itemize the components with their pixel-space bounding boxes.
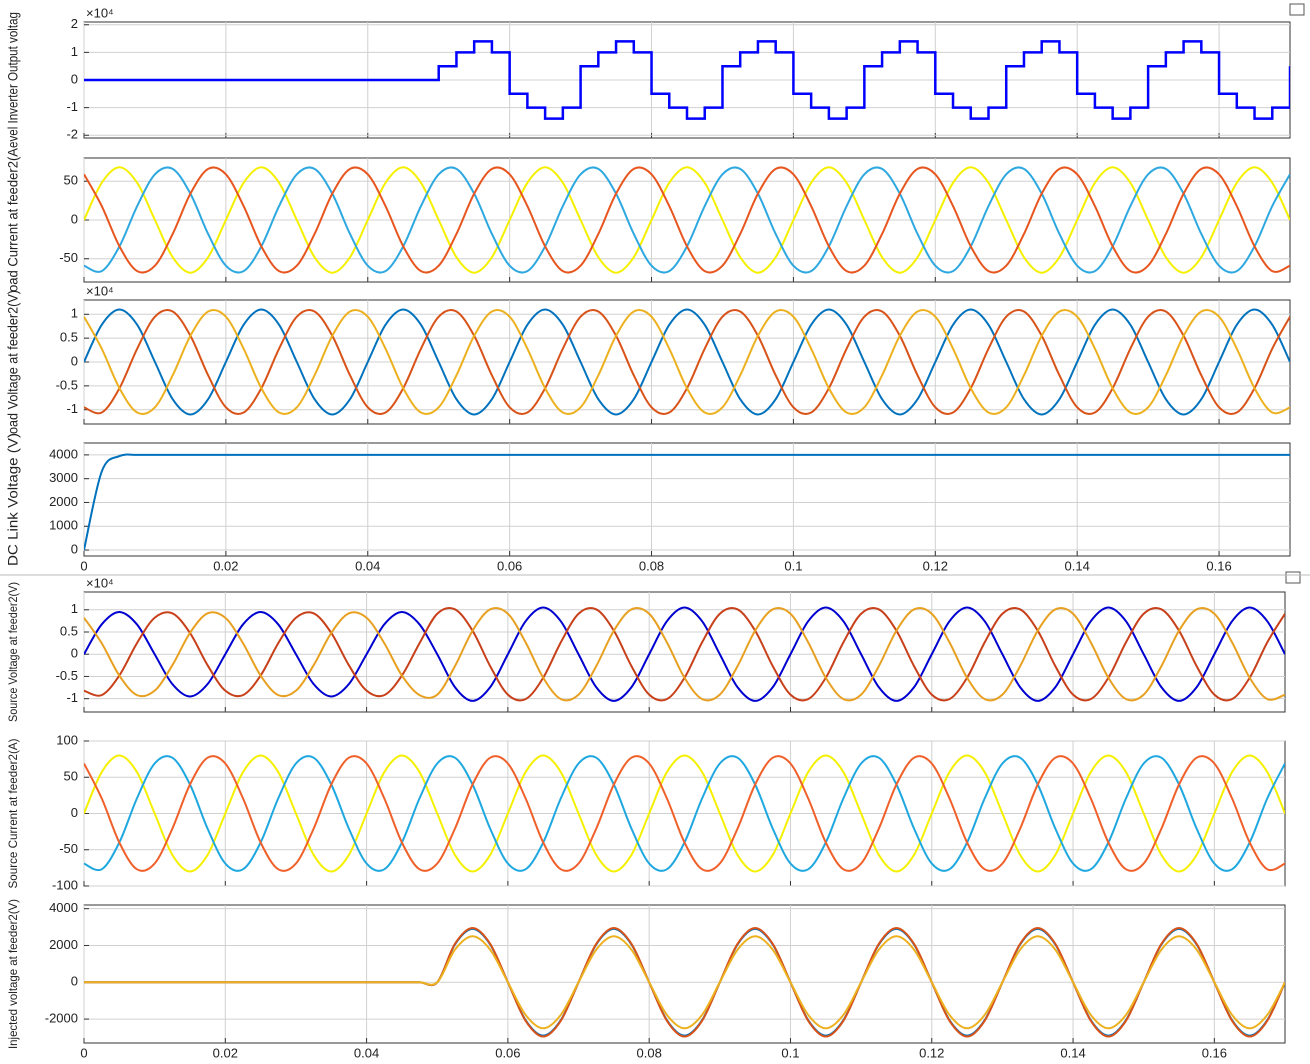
y-tick-label: 50: [64, 173, 78, 188]
y-tick-label: 4000: [49, 900, 78, 915]
x-tick-label: 0.02: [213, 1045, 238, 1059]
y-tick-label: 0: [71, 541, 78, 556]
undock-icon[interactable]: [1285, 571, 1301, 584]
y-tick-label: 0: [71, 646, 78, 661]
series-line: [84, 309, 1290, 415]
y-tick-label: -0.5: [56, 668, 78, 683]
y-exponent: ×10⁴: [86, 575, 114, 590]
series-line: [84, 754, 1285, 873]
y-tick-label: 100: [56, 732, 78, 747]
plot-area: [83, 904, 1286, 1044]
y-tick-label: -100: [52, 877, 78, 892]
y-tick-label: 1: [71, 306, 78, 321]
series-line: [84, 166, 1290, 274]
y-axis-title: oad Current at feeder2(A: [5, 147, 21, 292]
y-tick-label: 0: [71, 805, 78, 820]
series-line: [84, 755, 1285, 872]
undock-icon[interactable]: [1289, 3, 1305, 16]
y-tick-label: 4000: [49, 446, 78, 461]
y-tick-label: 0: [71, 71, 78, 86]
x-tick-label: 0.12: [923, 558, 948, 573]
series-line: [84, 935, 1285, 1030]
y-tick-label: 0.5: [60, 330, 78, 345]
x-tick-label: 0.16: [1202, 1045, 1227, 1059]
y-tick-label: -1: [66, 690, 78, 705]
y-exponent: ×10⁴: [86, 283, 114, 298]
y-tick-label: 50: [64, 769, 78, 784]
x-tick-label: 0: [80, 558, 87, 573]
y-axis-title: Injected voltage at feeder2(V): [6, 899, 20, 1049]
y-axis-title: DC Link Voltage (V): [5, 433, 21, 566]
y-tick-label: 2: [71, 16, 78, 31]
y-tick-label: 3000: [49, 470, 78, 485]
x-tick-label: 0.06: [495, 1045, 520, 1059]
y-tick-label: 2000: [49, 494, 78, 509]
x-tick-label: 0.14: [1060, 1045, 1085, 1059]
y-axis-title: Source Voltage at feeder2(V): [6, 582, 20, 722]
series-line: [84, 166, 1290, 274]
x-tick-label: 0.04: [354, 1045, 379, 1059]
x-tick-label: 0.1: [781, 1045, 799, 1059]
y-tick-label: 1: [71, 44, 78, 59]
y-tick-label: -50: [59, 250, 78, 265]
plot-area: [83, 591, 1286, 713]
y-tick-label: -2: [66, 127, 78, 142]
y-tick-label: 1: [71, 601, 78, 616]
x-tick-label: 0.04: [355, 558, 380, 573]
x-tick-label: 0.16: [1206, 558, 1231, 573]
y-tick-label: 1000: [49, 518, 78, 533]
y-axis-title: evel Inverter Output voltag: [5, 12, 21, 148]
y-tick-label: 0: [71, 353, 78, 368]
y-tick-label: -2000: [45, 1011, 78, 1026]
y-tick-label: -50: [59, 841, 78, 856]
x-tick-label: 0.12: [919, 1045, 944, 1059]
series-line: [84, 453, 1290, 551]
y-axis-title: Source Current at feeder2(A): [6, 739, 20, 889]
series-line: [84, 607, 1285, 702]
y-tick-label: -1: [66, 99, 78, 114]
x-tick-label: 0.1: [784, 558, 802, 573]
x-tick-label: 0.08: [637, 1045, 662, 1059]
y-tick-label: -0.5: [56, 377, 78, 392]
y-tick-label: 0: [71, 974, 78, 989]
series-line: [84, 40, 1290, 120]
y-exponent: ×10⁴: [86, 5, 114, 20]
x-tick-label: 0.02: [213, 558, 238, 573]
series-line: [84, 606, 1285, 702]
y-tick-label: 0: [71, 211, 78, 226]
x-tick-label: 0.08: [639, 558, 664, 573]
y-axis-title: oad Voltage at feeder2(V): [5, 290, 21, 434]
y-tick-label: 2000: [49, 937, 78, 952]
x-tick-label: 0.06: [497, 558, 522, 573]
y-tick-label: -1: [66, 401, 78, 416]
series-line: [84, 308, 1290, 416]
x-tick-label: 0.14: [1065, 558, 1090, 573]
plot-area: [83, 442, 1291, 557]
y-tick-label: 0.5: [60, 623, 78, 638]
x-tick-label: 0: [80, 1045, 87, 1059]
